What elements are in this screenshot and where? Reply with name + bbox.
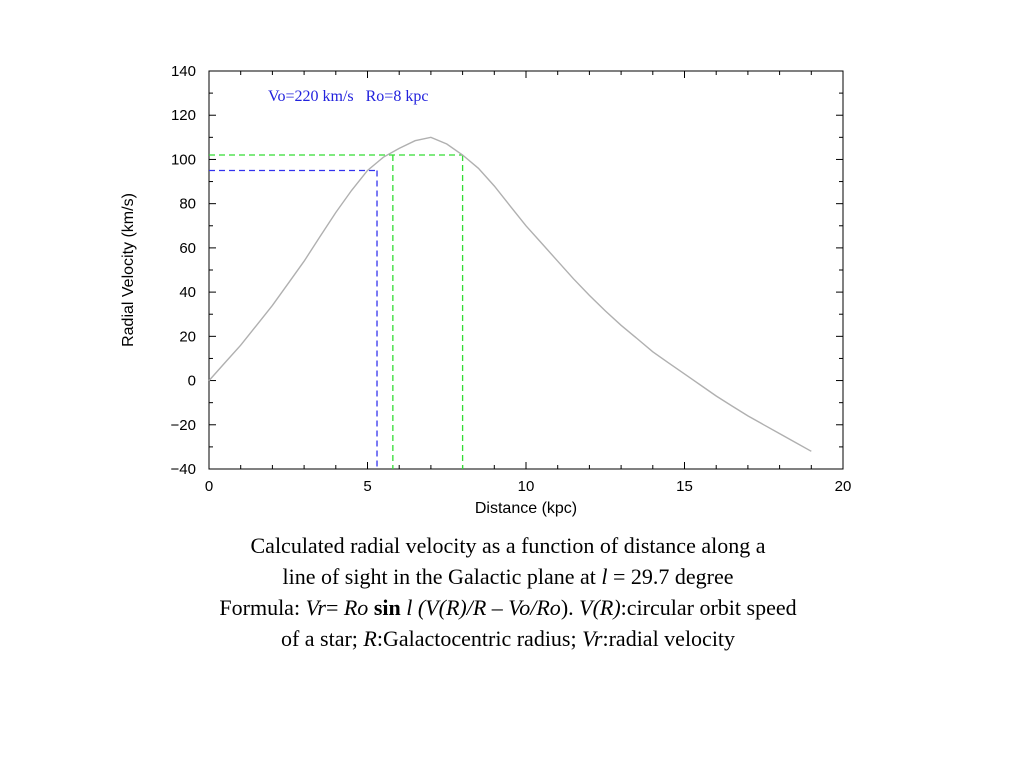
caption-line-3: Formula: Vr= Ro sin l (V(R)/R – Vo/Ro). … — [0, 592, 1016, 623]
formula-description: :circular orbit speed — [620, 595, 797, 620]
y-tick-label: −20 — [171, 417, 196, 434]
figure-caption: Calculated radial velocity as a function… — [0, 530, 1016, 654]
formula-expression: l (V(R)/R – Vo/Ro — [400, 595, 561, 620]
y-tick-label: 40 — [179, 284, 196, 301]
formula-sin: sin — [368, 595, 401, 620]
parameters-annotation: Vo=220 km/s Ro=8 kpc — [268, 88, 428, 105]
y-tick-label: 100 — [171, 151, 196, 168]
x-tick-label: 20 — [835, 478, 852, 495]
radial-velocity-curve — [208, 136, 812, 452]
caption-line-2: line of sight in the Galactic plane at l… — [0, 561, 1016, 592]
caption-text: line of sight in the Galactic plane at — [282, 564, 602, 589]
formula-vr: Vr — [305, 595, 326, 620]
y-tick-label: 60 — [179, 240, 196, 257]
formula-vr-term: V(R) — [579, 595, 621, 620]
x-tick-label: 5 — [363, 478, 371, 495]
longitude-symbol: l — [601, 564, 608, 589]
x-axis-title: Distance (kpc) — [475, 500, 577, 517]
symbol-vr: Vr — [582, 626, 603, 651]
caption-text: of a star; — [280, 626, 364, 651]
x-tick-label: 0 — [205, 478, 213, 495]
formula-label: Formula: — [219, 595, 306, 620]
symbol-r: R — [363, 626, 377, 651]
caption-line-4: of a star; R:Galactocentric radius; Vr:r… — [0, 623, 1016, 654]
y-tick-label: 0 — [188, 373, 196, 390]
plot-frame — [208, 70, 844, 470]
y-tick-label: 20 — [179, 328, 196, 345]
x-tick-label: 10 — [518, 478, 535, 495]
formula-ro: Ro — [343, 595, 369, 620]
caption-text: :radial velocity — [602, 626, 736, 651]
y-axis-title: Radial Velocity (km/s) — [120, 193, 137, 347]
y-tick-label: 120 — [171, 107, 196, 124]
x-tick-label: 15 — [676, 478, 693, 495]
caption-text: :Galactocentric radius; — [376, 626, 583, 651]
caption-text: = 29.7 degree — [607, 564, 734, 589]
caption-line-1: Calculated radial velocity as a function… — [250, 533, 766, 558]
y-tick-label: 140 — [171, 63, 196, 80]
formula-close: ). — [560, 595, 580, 620]
y-tick-label: −40 — [171, 461, 196, 478]
formula-equals: = — [325, 595, 344, 620]
radial-velocity-chart: 0 5 10 15 20 −40 −20 0 20 40 60 80 100 120 140 Distanc… — [120, 63, 852, 517]
y-tick-label: 80 — [179, 196, 196, 213]
